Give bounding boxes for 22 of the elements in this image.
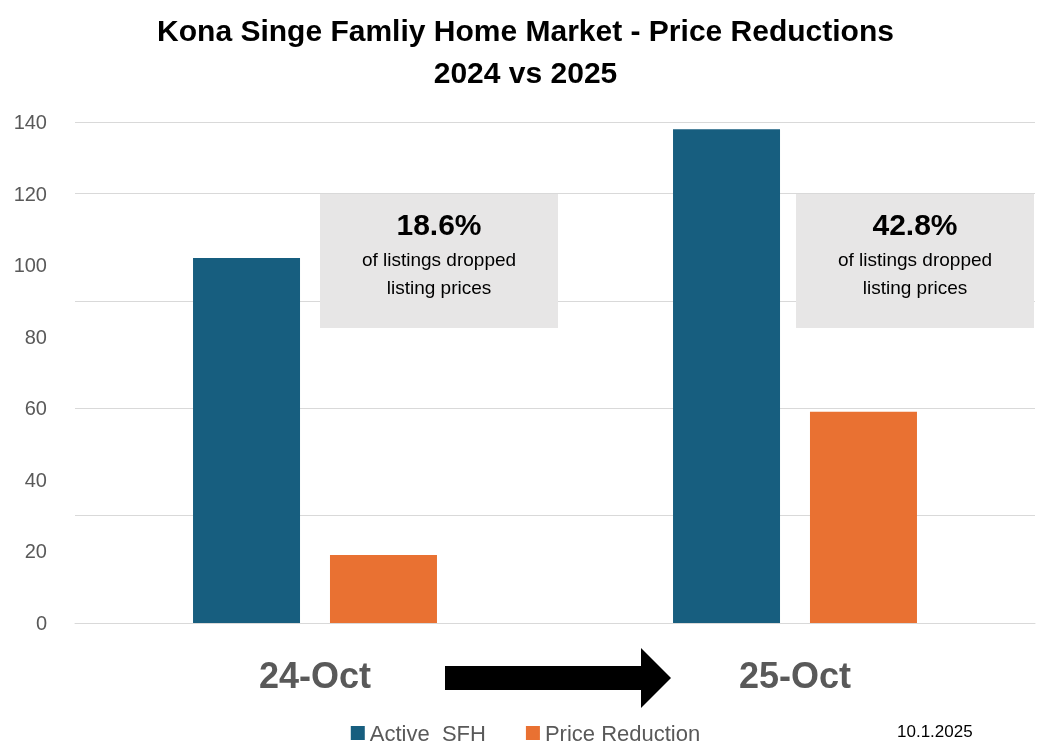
annotation: 18.6% [395,208,483,242]
annotation: of listings dropped listing prices [836,248,994,300]
bar [673,129,781,623]
legend-label: Price Reduction [544,720,701,746]
text: 10.1.2025 [897,722,973,742]
bar [193,257,301,623]
x-tick-label: 25-Oct [738,654,852,696]
y-tick-label: 80 [24,325,47,348]
y-tick-label: 100 [13,254,47,277]
bar [329,555,437,623]
x-tick-label: 24-Oct [258,654,372,696]
y-tick-label: 60 [24,397,47,420]
y-tick-label: 20 [24,540,47,563]
annotation: 42.8% [871,208,959,242]
legend-label: Active SFH [369,720,486,746]
y-tick-label: 40 [24,468,47,491]
annotation: of listings dropped listing prices [360,248,518,300]
y-tick-label: 0 [35,612,47,634]
chart-title: Kona Singe Famliy Home Market - Price Reductions 2024 vs 2025 [157,13,894,89]
y-tick-label: 120 [13,182,47,205]
y-tick-label: 140 [13,111,47,133]
bar [809,411,917,623]
